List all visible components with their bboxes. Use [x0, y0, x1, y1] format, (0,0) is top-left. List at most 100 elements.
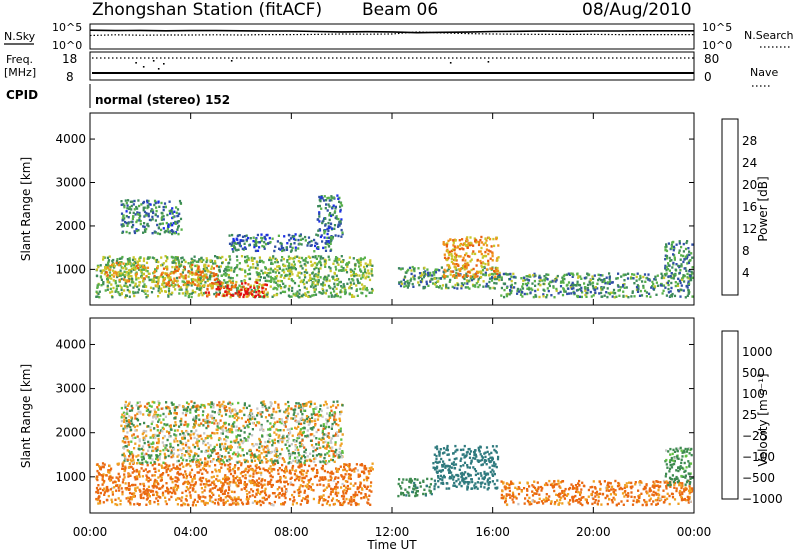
- heatmap-cell: [146, 489, 149, 492]
- heatmap-cell: [142, 496, 145, 500]
- heatmap-cell: [299, 430, 302, 433]
- heatmap-cell: [171, 232, 174, 236]
- heatmap-cell: [232, 467, 235, 471]
- heatmap-cell: [332, 275, 335, 278]
- heatmap-cell: [95, 497, 98, 501]
- heatmap-cell: [282, 439, 285, 442]
- heatmap-cell: [175, 412, 178, 415]
- heatmap-cell: [207, 291, 210, 294]
- heatmap-cell: [178, 276, 181, 279]
- heatmap-cell: [263, 483, 266, 486]
- heatmap-cell: [233, 496, 236, 499]
- heatmap-cell: [177, 224, 180, 228]
- heatmap-cell: [255, 501, 258, 505]
- heatmap-cell: [285, 480, 288, 483]
- heatmap-cell: [187, 283, 190, 287]
- heatmap-cell: [324, 476, 327, 479]
- heatmap-cell: [114, 498, 117, 501]
- heatmap-cell: [200, 500, 203, 503]
- heatmap-cell: [332, 479, 335, 482]
- heatmap-cell: [206, 449, 210, 453]
- heatmap-cell: [265, 233, 268, 237]
- heatmap-cell: [185, 480, 188, 484]
- heatmap-cell: [198, 465, 201, 468]
- heatmap-cell: [282, 475, 286, 478]
- heatmap-cell: [336, 434, 340, 437]
- heatmap-cell: [232, 481, 235, 484]
- heatmap-cell: [182, 269, 185, 272]
- heatmap-cell: [298, 276, 301, 279]
- heatmap-cell: [192, 261, 195, 264]
- heatmap-cell: [264, 279, 267, 282]
- heatmap-cell: [290, 295, 293, 298]
- heatmap-cell: [365, 272, 368, 275]
- heatmap-cell: [317, 447, 320, 450]
- freq-left-tick-top: 18: [62, 52, 77, 66]
- heatmap-cell: [190, 261, 193, 264]
- heatmap-cell: [138, 216, 141, 220]
- heatmap-cell: [269, 474, 273, 477]
- heatmap-cell: [491, 267, 494, 270]
- heatmap-cell: [260, 486, 264, 489]
- heatmap-cell: [361, 464, 364, 467]
- heatmap-cell: [169, 278, 173, 282]
- heatmap-cell: [198, 418, 201, 421]
- heatmap-cell: [232, 440, 235, 444]
- heatmap-cell: [129, 284, 132, 287]
- heatmap-cell: [258, 256, 261, 259]
- heatmap-cell: [259, 467, 262, 471]
- heatmap-cell: [143, 267, 146, 271]
- heatmap-cell: [262, 283, 265, 286]
- heatmap-cell: [263, 271, 267, 274]
- heatmap-cell: [143, 492, 146, 496]
- heatmap-cell: [172, 452, 175, 455]
- heatmap-cell: [278, 418, 281, 421]
- heatmap-cell: [457, 274, 460, 277]
- heatmap-cell: [213, 432, 216, 435]
- heatmap-cell: [220, 481, 223, 484]
- heatmap-cell: [241, 475, 244, 478]
- heatmap-cell: [224, 480, 227, 483]
- heatmap-cell: [690, 278, 693, 282]
- heatmap-cell: [171, 291, 174, 294]
- heatmap-cell: [132, 223, 135, 227]
- heatmap-cell: [136, 419, 140, 422]
- heatmap-cell: [601, 288, 604, 291]
- heatmap-cell: [665, 243, 668, 246]
- heatmap-cell: [576, 282, 579, 286]
- heatmap-cell: [299, 234, 302, 238]
- heatmap-cell: [226, 467, 229, 471]
- heatmap-cell: [481, 256, 484, 259]
- heatmap-cell: [205, 257, 208, 260]
- heatmap-cell: [234, 292, 237, 295]
- heatmap-cell: [430, 277, 433, 281]
- heatmap-cell: [190, 292, 193, 295]
- heatmap-cell: [317, 267, 320, 271]
- heatmap-cell: [209, 415, 212, 419]
- heatmap-cell: [274, 281, 278, 284]
- heatmap-cell: [334, 265, 337, 269]
- heatmap-cell: [154, 433, 157, 437]
- heatmap-cell: [480, 246, 483, 250]
- heatmap-cell: [229, 440, 233, 444]
- heatmap-cell: [439, 277, 442, 280]
- heatmap-cell: [342, 259, 345, 262]
- heatmap-cell: [178, 463, 182, 466]
- heatmap-cell: [308, 240, 311, 244]
- heatmap-cell: [592, 287, 595, 290]
- heatmap-cell: [176, 279, 179, 283]
- heatmap-cell: [186, 285, 189, 288]
- heatmap-cell: [132, 483, 135, 487]
- heatmap-cell: [245, 459, 248, 462]
- heatmap-cell: [155, 493, 159, 497]
- heatmap-cell: [219, 462, 222, 466]
- heatmap-cell: [308, 420, 312, 423]
- heatmap-cell: [133, 447, 136, 450]
- heatmap-cell: [136, 207, 139, 210]
- heatmap-cell: [341, 450, 344, 453]
- heatmap-cell: [232, 270, 236, 273]
- heatmap-cell: [115, 489, 118, 492]
- heatmap-cell: [288, 234, 291, 237]
- heatmap-cell: [305, 281, 308, 284]
- heatmap-cell: [234, 267, 237, 270]
